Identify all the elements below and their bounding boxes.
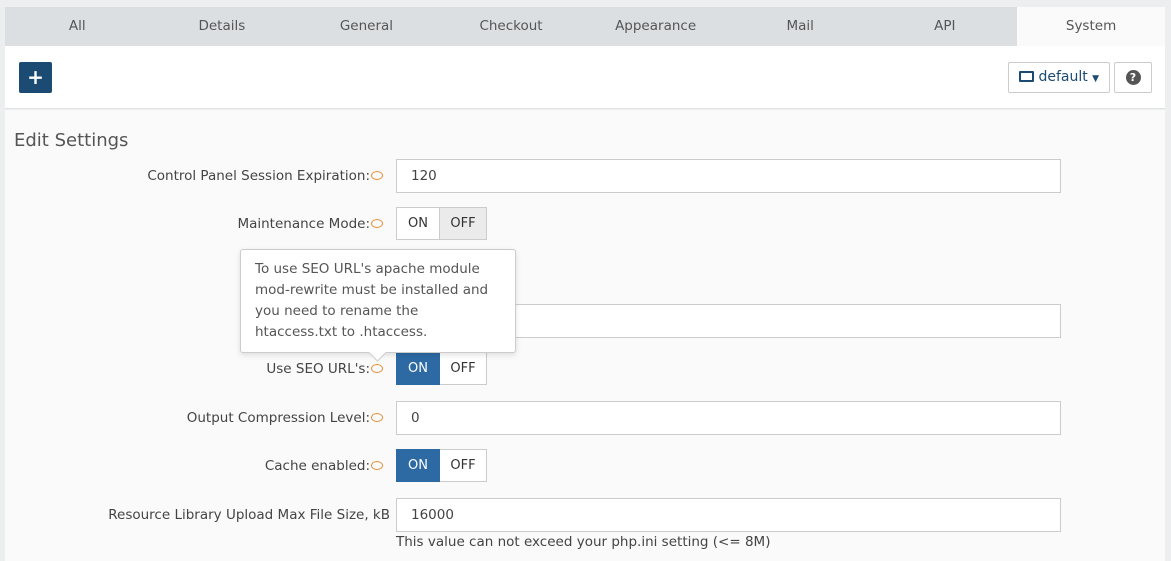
upload-row: Resource Library Upload Max File Size, k… (5, 498, 1165, 532)
tab-appearance[interactable]: Appearance (615, 18, 697, 34)
maintenance-on[interactable]: ON (396, 207, 440, 240)
page-title: Edit Settings (14, 130, 129, 151)
hint-icon[interactable] (371, 413, 383, 422)
maintenance-off[interactable]: OFF (440, 207, 487, 240)
tab-general[interactable]: General (339, 18, 394, 34)
settings-tabs: All Details General Checkout Appearance … (5, 7, 1166, 46)
upload-note: This value can not exceed your php.ini s… (396, 534, 771, 550)
cache-on[interactable]: ON (396, 449, 440, 482)
edit-settings-panel: Edit Settings Control Panel Session Expi… (5, 110, 1165, 561)
tab-all[interactable]: All (68, 18, 86, 34)
layout-label: default (1038, 69, 1088, 85)
cache-off[interactable]: OFF (440, 449, 487, 482)
cache-row: Cache enabled: ON OFF (5, 449, 1165, 483)
monitor-icon (1019, 71, 1034, 82)
add-button[interactable]: + (19, 62, 52, 93)
cache-toggle[interactable]: ON OFF (396, 449, 487, 482)
maintenance-toggle[interactable]: ON OFF (396, 207, 487, 240)
session-label: Control Panel Session Expiration: (147, 168, 370, 184)
layout-dropdown[interactable]: default ▼ (1008, 62, 1110, 93)
tab-system[interactable]: System (1017, 7, 1166, 46)
maintenance-row: Maintenance Mode: ON OFF (5, 207, 1165, 241)
hint-icon[interactable] (371, 364, 383, 373)
compression-input[interactable]: 0 (396, 401, 1061, 435)
hint-icon[interactable] (371, 461, 383, 470)
question-icon: ? (1125, 70, 1141, 85)
maintenance-label: Maintenance Mode: (237, 216, 370, 232)
compression-row: Output Compression Level: 0 (5, 401, 1165, 435)
help-button[interactable]: ? (1114, 62, 1152, 93)
seo-toggle[interactable]: ON OFF (396, 352, 487, 385)
tab-mail[interactable]: Mail (786, 18, 814, 34)
upload-size-input[interactable]: 16000 (396, 498, 1061, 532)
hint-icon[interactable] (371, 219, 383, 228)
session-expiration-input[interactable]: 120 (396, 159, 1061, 193)
caret-down-icon: ▼ (1092, 74, 1100, 84)
seo-on[interactable]: ON (396, 352, 440, 385)
tab-checkout[interactable]: Checkout (479, 18, 543, 34)
cache-label: Cache enabled: (264, 458, 370, 474)
compression-label: Output Compression Level: (186, 410, 370, 426)
tab-details[interactable]: Details (198, 18, 246, 34)
upload-label: Resource Library Upload Max File Size, k… (108, 507, 390, 523)
seo-row: Use SEO URL's: ON OFF (5, 352, 1165, 386)
seo-off[interactable]: OFF (440, 352, 487, 385)
tab-api[interactable]: API (934, 18, 956, 34)
hidden-row (5, 304, 1165, 338)
seo-tooltip: To use SEO URL's apache module mod-rewri… (240, 249, 516, 353)
toolbar: + default ▼ ? (5, 46, 1165, 109)
seo-label: Use SEO URL's: (266, 361, 370, 377)
hint-icon[interactable] (371, 171, 383, 180)
session-row: Control Panel Session Expiration: 120 (5, 159, 1165, 193)
